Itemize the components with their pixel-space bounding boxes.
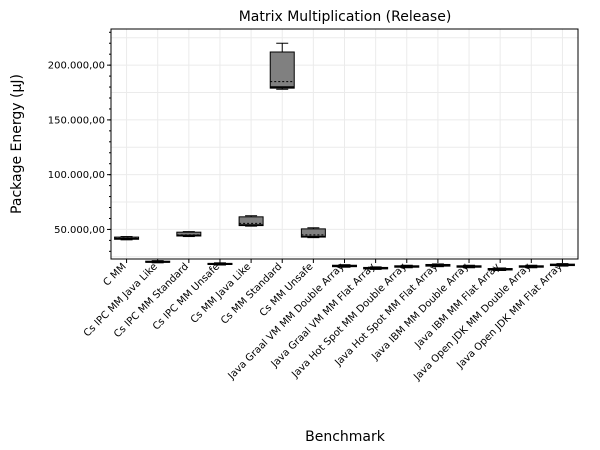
chart-title: Matrix Multiplication (Release) <box>239 9 452 25</box>
y-tick-label: 150.000,00 <box>48 115 105 126</box>
y-tick-label: 50.000,00 <box>54 225 105 236</box>
grid-layer <box>111 29 578 259</box>
y-tick-label: 200.000,00 <box>48 61 105 72</box>
x-axis-title: Benchmark <box>305 429 386 445</box>
y-tick-label: 100.000,00 <box>48 170 105 181</box>
y-axis-title: Package Energy (µJ) <box>9 74 25 214</box>
y-tick-layer: 50.000,00 100.000,00 150.000,00 200.000,00 <box>48 31 111 252</box>
box <box>269 51 295 89</box>
